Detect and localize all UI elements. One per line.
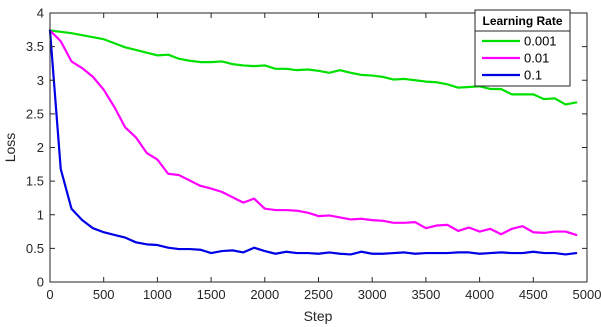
x-tick-label: 4000	[465, 287, 494, 302]
x-tick-label: 1000	[143, 287, 172, 302]
series-line-1	[48, 29, 578, 237]
y-axis-title: Loss	[2, 133, 18, 163]
legend-items: 0.001 0.01 0.1	[482, 34, 557, 83]
legend-title: Learning Rate	[482, 14, 562, 28]
legend-label-2: 0.1	[524, 68, 542, 83]
series-line-2	[48, 29, 578, 256]
y-tick-label: 0.5	[26, 241, 44, 256]
ticks-layer: 0 500 1000 1500 2000 2500 3000 3500 4000 4500 5000…	[26, 6, 601, 303]
x-tick-label: 3500	[411, 287, 440, 302]
x-axis-title: Step	[304, 308, 333, 324]
x-tick-label: 0	[46, 287, 53, 302]
y-tick-label: 0	[37, 275, 44, 290]
legend-label-1: 0.01	[524, 51, 549, 66]
y-tick-label: 1.5	[26, 174, 44, 189]
x-tick-label: 1500	[197, 287, 226, 302]
legend-label-0: 0.001	[524, 34, 557, 49]
x-tick-label: 3000	[358, 287, 387, 302]
x-tick-label: 500	[93, 287, 115, 302]
x-tick-label: 2000	[250, 287, 279, 302]
y-tick-label: 3	[37, 73, 44, 88]
series-layer	[48, 29, 578, 256]
series-line-0	[48, 29, 578, 106]
y-tick-label: 1	[37, 207, 44, 222]
x-tick-label: 5000	[573, 287, 601, 302]
legend: Learning Rate 0.001 0.01 0.1	[474, 9, 571, 87]
x-tick-label: 2500	[304, 287, 333, 302]
legend-box	[474, 9, 571, 87]
x-tick-label: 4500	[519, 287, 548, 302]
y-tick-label: 2.5	[26, 106, 44, 121]
y-tick-label: 2	[37, 140, 44, 155]
y-tick-label: 4	[37, 6, 44, 21]
y-tick-label: 3.5	[26, 39, 44, 54]
